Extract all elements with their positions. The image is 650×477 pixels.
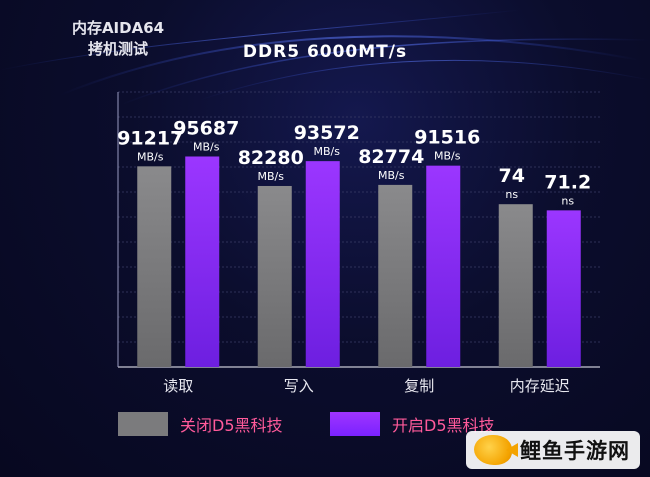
data-label-value: 91217 <box>117 127 183 149</box>
chart-title: DDR5 6000MT/s <box>242 42 408 62</box>
data-label-unit: ns <box>561 194 574 207</box>
bar-on-0 <box>185 156 220 367</box>
x-tick-label: 读取 <box>163 377 193 395</box>
legend-item-on: 开启D5黑科技 <box>330 412 495 436</box>
test-name-title: 内存AIDA64 拷机测试 <box>71 19 165 58</box>
bar-off-3 <box>498 204 533 367</box>
data-label-value: 71.2 <box>544 171 591 193</box>
data-label-unit: MB/s <box>258 170 285 183</box>
data-label-value: 93572 <box>294 122 360 144</box>
x-tick-label: 内存延迟 <box>510 377 570 395</box>
legend-label-on: 开启D5黑科技 <box>392 416 495 435</box>
data-label-unit: MB/s <box>434 150 461 163</box>
bar-off-1 <box>257 185 292 367</box>
data-label-unit: MB/s <box>137 150 164 163</box>
data-label-value: 95687 <box>173 117 239 139</box>
data-label-unit: MB/s <box>193 140 220 153</box>
bar-off-0 <box>137 166 172 367</box>
carp-fish-logo-icon <box>474 435 512 465</box>
legend-label-off: 关闭D5黑科技 <box>180 416 283 435</box>
x-tick-label: 写入 <box>284 377 314 395</box>
data-label-value: 91516 <box>414 127 480 149</box>
bar-on-3 <box>546 210 581 367</box>
data-label-unit: MB/s <box>314 145 341 158</box>
legend-item-off: 关闭D5黑科技 <box>118 412 283 436</box>
data-label-value: 82774 <box>358 146 424 168</box>
bar-on-2 <box>426 165 461 367</box>
watermark: 鲤鱼手游网 <box>466 431 640 469</box>
legend-swatch-gray <box>118 412 168 436</box>
bar-off-2 <box>378 184 413 367</box>
data-label-unit: MB/s <box>378 169 405 182</box>
data-label-value: 82280 <box>238 147 304 169</box>
data-label-unit: ns <box>505 188 518 201</box>
bar-on-1 <box>305 161 340 367</box>
x-tick-label: 复制 <box>404 377 434 395</box>
legend-swatch-purple <box>330 412 380 436</box>
data-label-value: 74 <box>499 165 525 187</box>
watermark-text: 鲤鱼手游网 <box>520 439 630 463</box>
